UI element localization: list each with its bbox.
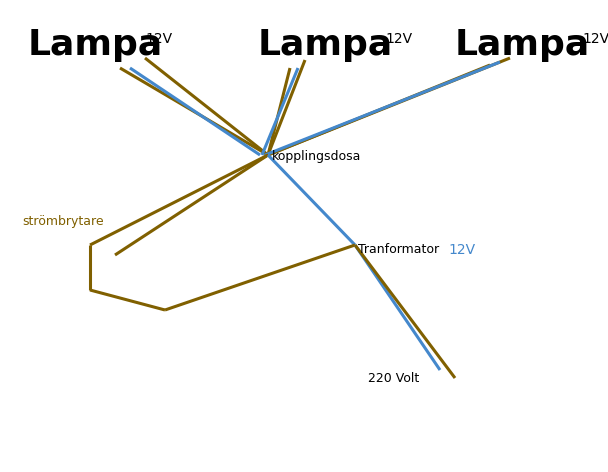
Text: Tranformator: Tranformator	[358, 243, 439, 256]
Text: 12V: 12V	[582, 32, 608, 46]
Text: 12V: 12V	[385, 32, 412, 46]
Text: 12V: 12V	[145, 32, 172, 46]
Text: Lampa: Lampa	[258, 28, 393, 62]
Text: Lampa: Lampa	[28, 28, 164, 62]
Text: Lampa: Lampa	[455, 28, 590, 62]
Text: 12V: 12V	[448, 243, 475, 257]
Text: kopplingsdosa: kopplingsdosa	[272, 150, 361, 163]
Text: 220 Volt: 220 Volt	[368, 372, 420, 385]
Text: strömbrytare: strömbrytare	[22, 215, 103, 228]
